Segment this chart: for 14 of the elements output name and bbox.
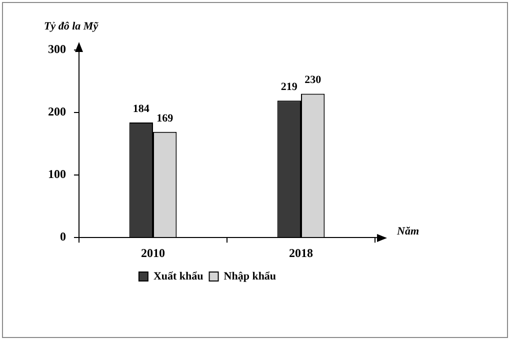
legend-label: Nhập khẩu (224, 270, 276, 282)
x-tick-label: 2010 (141, 246, 165, 260)
y-tick-label: 200 (48, 104, 66, 119)
x-tick-label: 2018 (289, 246, 313, 260)
x-axis-title: Năm (396, 225, 420, 238)
y-tick-label: 0 (60, 230, 66, 244)
data-label: 219 (280, 80, 298, 93)
data-label: 169 (156, 112, 174, 124)
y-tick-label: 100 (48, 167, 66, 182)
data-label: 184 (132, 102, 150, 115)
y-axis-title: Tỷ đô la Mỹ (44, 20, 100, 32)
y-tick-label: 300 (48, 42, 66, 56)
data-label: 230 (304, 74, 322, 86)
legend-label: Xuất khẩu (153, 270, 204, 282)
